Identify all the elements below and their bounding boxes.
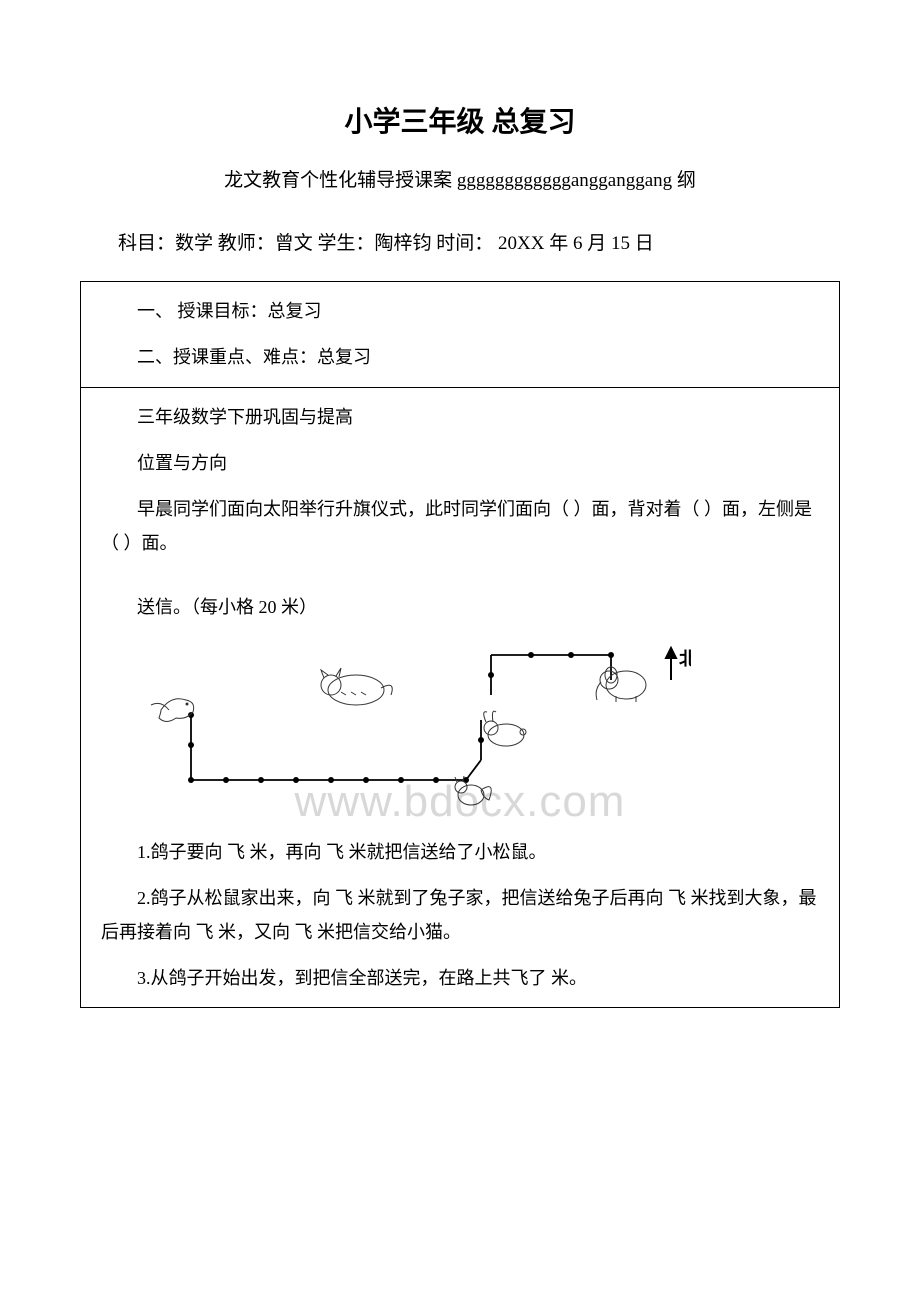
path-svg: 北 [131, 640, 691, 820]
north-label: 北 [679, 649, 691, 669]
question-2-2: 2.鸽子从松鼠家出来，向 飞 米就到了兔子家，把信送给兔子后再向 飞 米找到大象… [101, 881, 819, 949]
box-row-2: 三年级数学下册巩固与提高 位置与方向 早晨同学们面向太阳举行升旗仪式，此时同学们… [81, 388, 839, 1009]
map-diagram: 北 [131, 640, 819, 820]
north-arrow-icon [666, 648, 676, 680]
question-1: 早晨同学们面向太阳举行升旗仪式，此时同学们面向（ ）面，背对着（ ）面，左侧是（… [101, 492, 819, 560]
elephant-icon [596, 667, 646, 702]
teaching-focus: 二、授课重点、难点：总复习 [101, 340, 819, 374]
dove-icon [151, 698, 194, 721]
page-subtitle: 龙文教育个性化辅导授课案 ggggggggggggangganggang 纲 [80, 165, 840, 192]
send-letter-label: 送信。（每小格 20 米） [101, 590, 819, 624]
rabbit-icon [484, 711, 526, 746]
cat-icon [321, 668, 392, 705]
content-box: 一、 授课目标：总复习 二、授课重点、难点：总复习 三年级数学下册巩固与提高 位… [80, 281, 840, 1008]
box-row-1: 一、 授课目标：总复习 二、授课重点、难点：总复习 [81, 282, 839, 387]
page-title: 小学三年级 总复习 [80, 100, 840, 140]
teaching-goal: 一、 授课目标：总复习 [101, 294, 819, 328]
course-info: 科目：数学 教师：曾文 学生：陶梓钧 时间： 20XX 年 6 月 15 日 [80, 227, 840, 261]
topic-heading-1: 三年级数学下册巩固与提高 [101, 400, 819, 434]
question-2-3: 3.从鸽子开始出发，到把信全部送完，在路上共飞了 米。 [101, 961, 819, 995]
topic-heading-2: 位置与方向 [101, 446, 819, 480]
